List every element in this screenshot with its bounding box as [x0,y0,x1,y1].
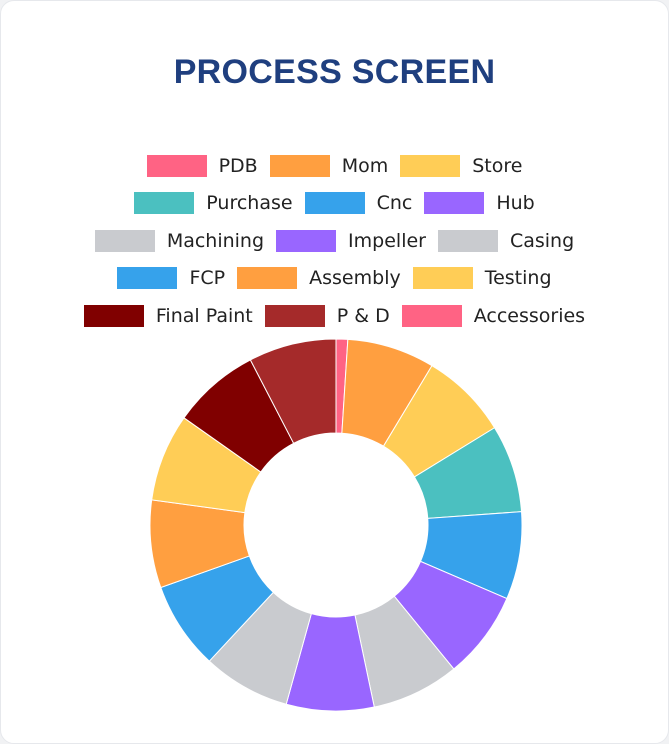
legend-swatch [94,229,155,252]
legend-swatch [117,267,178,290]
legend-item-testing[interactable]: Testing [412,267,552,290]
legend-item-machining[interactable]: Machining [94,229,265,252]
legend-item-impeller[interactable]: Impeller [276,229,426,252]
legend-swatch [400,154,461,177]
legend-swatch [437,229,498,252]
legend-item-final-paint[interactable]: Final Paint [83,304,253,327]
legend-label: Mom [341,154,389,177]
legend-label: Cnc [376,192,413,215]
legend-swatch [237,267,298,290]
legend-row: FCP Assembly Testing [111,260,557,298]
legend-item-purchase[interactable]: Purchase [134,192,293,215]
legend-swatch [83,304,144,327]
legend-item-accessories[interactable]: Accessories [401,304,586,327]
legend-label: Assembly [309,267,401,290]
chart-title: PROCESS SCREEN [173,53,496,91]
donut-slice-p-d[interactable] [249,338,337,445]
legend-swatch [412,267,473,290]
chart-legend: PDB Mom Store Purchase Cnc Hub [1,147,668,335]
legend-row: Purchase Cnc Hub [128,185,540,223]
legend-row: PDB Mom Store [141,147,529,185]
legend-item-assembly[interactable]: Assembly [237,267,401,290]
legend-row: Machining Impeller Casing [89,222,580,260]
legend-swatch [424,192,485,215]
legend-label: Final Paint [155,304,253,327]
legend-label: Store [472,154,523,177]
legend-swatch [264,304,325,327]
legend-label: Impeller [348,229,426,252]
legend-row: Final Paint P & D Accessories [78,297,591,335]
legend-item-hub[interactable]: Hub [424,192,535,215]
legend-label: Testing [484,267,552,290]
legend-label: Accessories [473,304,586,327]
legend-label: Machining [166,229,265,252]
legend-label: FCP [189,267,226,290]
legend-label: Purchase [206,192,293,215]
legend-item-cnc[interactable]: Cnc [304,192,413,215]
legend-swatch [401,304,462,327]
legend-item-store[interactable]: Store [400,154,523,177]
legend-item-casing[interactable]: Casing [437,229,575,252]
legend-swatch [304,192,365,215]
legend-swatch [269,154,330,177]
legend-swatch [276,229,337,252]
legend-swatch [134,192,195,215]
legend-label: PDB [218,154,258,177]
legend-item-p-and-d[interactable]: P & D [264,304,390,327]
legend-item-pdb[interactable]: PDB [146,154,258,177]
legend-swatch [146,154,207,177]
legend-label: Casing [509,229,575,252]
legend-label: Hub [496,192,535,215]
legend-item-mom[interactable]: Mom [269,154,389,177]
legend-item-fcp[interactable]: FCP [117,267,226,290]
legend-label: P & D [336,304,390,327]
